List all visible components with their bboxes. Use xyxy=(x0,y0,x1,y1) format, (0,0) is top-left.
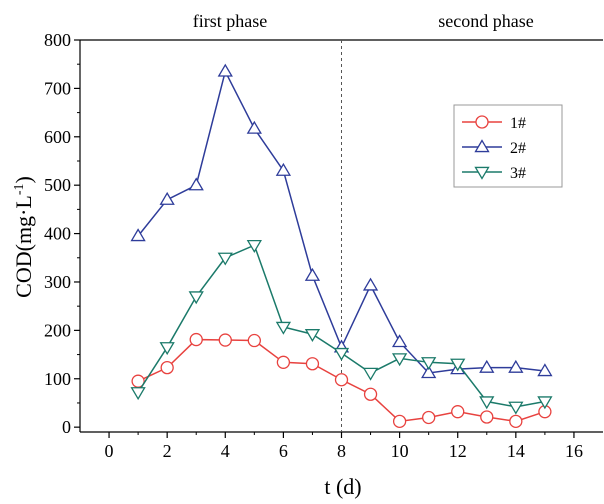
y-tick-label: 100 xyxy=(44,369,71,389)
data-point xyxy=(479,396,495,410)
legend: 1# 2# 3# xyxy=(453,104,563,188)
legend-label: 1# xyxy=(510,115,526,132)
data-point xyxy=(246,239,262,253)
data-point xyxy=(304,267,321,281)
data-point xyxy=(362,277,379,291)
legend-item: 1# xyxy=(462,115,526,132)
x-axis-title: t (d) xyxy=(324,474,361,499)
data-point xyxy=(421,357,437,371)
data-point xyxy=(363,387,378,401)
data-point xyxy=(159,191,175,205)
y-axis-title-end: ) xyxy=(11,176,36,183)
series-layer xyxy=(130,63,553,429)
data-point xyxy=(479,359,495,373)
y-tick-label: 0 xyxy=(62,417,71,437)
data-point xyxy=(451,405,465,419)
x-tick-label: 8 xyxy=(337,441,346,461)
x-tick-label: 14 xyxy=(507,441,525,461)
phase-labels: first phase second phase xyxy=(193,11,534,31)
phase-label-first: first phase xyxy=(193,11,267,31)
data-point xyxy=(275,321,292,335)
x-tick-label: 10 xyxy=(391,441,409,461)
x-tick-label: 0 xyxy=(105,441,114,461)
y-axis-title-superscript: -1 xyxy=(12,184,27,196)
data-point xyxy=(537,363,553,377)
data-point xyxy=(421,365,437,379)
phase-label-second: second phase xyxy=(438,11,533,31)
data-point xyxy=(217,252,233,266)
data-point xyxy=(391,334,408,348)
y-axis-title: COD(mg·L-1) xyxy=(11,176,36,298)
legend-label: 2# xyxy=(510,140,526,157)
legend-label: 3# xyxy=(510,165,526,182)
series-2 xyxy=(130,63,553,379)
data-point xyxy=(508,359,524,373)
data-point xyxy=(130,228,146,242)
y-tick-label: 200 xyxy=(44,320,71,340)
legend-marker xyxy=(474,139,490,153)
data-point xyxy=(159,342,175,356)
data-point xyxy=(480,410,494,424)
data-point xyxy=(188,291,204,305)
data-point xyxy=(391,353,408,367)
data-point xyxy=(247,333,261,348)
y-axis-ticks: 0 100 200 300 400 500 600 700 800 xyxy=(44,30,80,437)
data-point xyxy=(188,177,204,191)
y-tick-label: 500 xyxy=(44,175,71,195)
data-point xyxy=(304,329,321,343)
data-point xyxy=(305,357,320,371)
series-3 xyxy=(130,239,553,415)
data-point xyxy=(334,373,349,387)
data-point xyxy=(508,401,524,415)
series-1 xyxy=(131,332,552,429)
x-tick-label: 2 xyxy=(163,441,172,461)
data-point xyxy=(333,347,350,361)
legend-box xyxy=(453,104,563,188)
x-tick-label: 4 xyxy=(221,441,230,461)
data-point xyxy=(218,333,232,347)
data-point xyxy=(276,355,291,369)
data-point xyxy=(160,360,174,375)
y-axis-title-main: COD(mg·L xyxy=(11,195,36,298)
legend-item: 2# xyxy=(462,139,526,157)
y-tick-label: 600 xyxy=(44,127,71,147)
x-tick-label: 6 xyxy=(279,441,288,461)
data-point xyxy=(246,120,262,134)
y-tick-label: 300 xyxy=(44,272,71,292)
x-axis-ticks: 0 2 4 6 8 10 12 14 16 xyxy=(105,432,583,461)
data-point xyxy=(509,414,523,429)
data-point xyxy=(189,332,203,347)
y-tick-label: 400 xyxy=(44,224,71,244)
legend-marker xyxy=(474,166,490,180)
data-point xyxy=(537,396,553,410)
data-point xyxy=(450,358,466,372)
legend-marker xyxy=(475,115,489,129)
data-point xyxy=(275,162,292,176)
y-tick-label: 700 xyxy=(44,78,71,98)
x-tick-label: 12 xyxy=(449,441,467,461)
data-point xyxy=(362,367,379,381)
x-tick-label: 16 xyxy=(565,441,583,461)
data-point xyxy=(217,63,233,77)
data-point xyxy=(392,414,407,429)
legend-item: 3# xyxy=(462,165,526,182)
data-point xyxy=(130,387,146,401)
y-tick-label: 800 xyxy=(44,30,71,50)
data-point xyxy=(422,410,436,425)
